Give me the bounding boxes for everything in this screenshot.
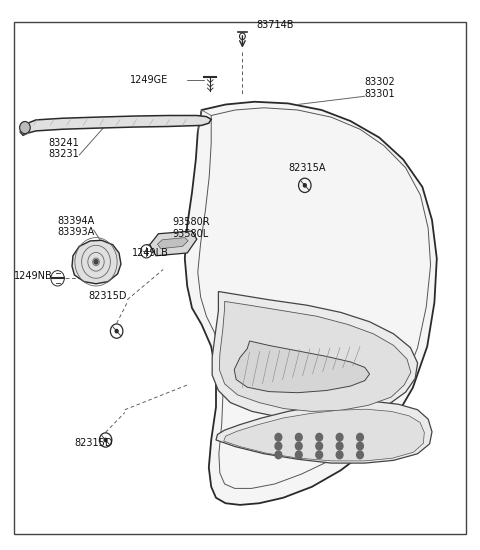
Text: 1249LB: 1249LB: [132, 248, 169, 258]
Text: 83394A
83393A: 83394A 83393A: [58, 216, 95, 238]
Text: 83241
83231: 83241 83231: [48, 138, 79, 160]
Circle shape: [336, 433, 343, 441]
Circle shape: [104, 438, 107, 442]
Circle shape: [336, 451, 343, 459]
Polygon shape: [72, 240, 121, 284]
Text: 82315D: 82315D: [74, 438, 113, 448]
Circle shape: [275, 442, 282, 450]
Polygon shape: [216, 402, 432, 463]
Circle shape: [275, 451, 282, 459]
Circle shape: [275, 433, 282, 441]
Text: 82315D: 82315D: [89, 291, 127, 301]
Polygon shape: [219, 301, 411, 411]
Circle shape: [336, 442, 343, 450]
Circle shape: [295, 433, 302, 441]
Circle shape: [295, 451, 302, 459]
Text: 82315A: 82315A: [288, 163, 325, 173]
Circle shape: [295, 442, 302, 450]
Polygon shape: [150, 231, 197, 256]
Circle shape: [357, 433, 363, 441]
Polygon shape: [20, 116, 211, 135]
Circle shape: [316, 433, 323, 441]
Circle shape: [316, 442, 323, 450]
Text: 83302
83301: 83302 83301: [365, 77, 396, 99]
Circle shape: [303, 184, 306, 187]
Circle shape: [94, 260, 98, 264]
Circle shape: [316, 451, 323, 459]
Polygon shape: [234, 341, 370, 393]
Polygon shape: [185, 102, 437, 505]
Polygon shape: [212, 292, 418, 419]
Polygon shape: [224, 409, 424, 461]
Circle shape: [20, 122, 30, 134]
Polygon shape: [157, 238, 188, 249]
Text: 93580R
93580L: 93580R 93580L: [173, 217, 210, 239]
Circle shape: [357, 442, 363, 450]
Text: 1249NB: 1249NB: [14, 271, 53, 281]
Circle shape: [115, 329, 118, 333]
Text: 1249GE: 1249GE: [130, 75, 168, 85]
Text: 83714B: 83714B: [257, 20, 294, 30]
Circle shape: [357, 451, 363, 459]
